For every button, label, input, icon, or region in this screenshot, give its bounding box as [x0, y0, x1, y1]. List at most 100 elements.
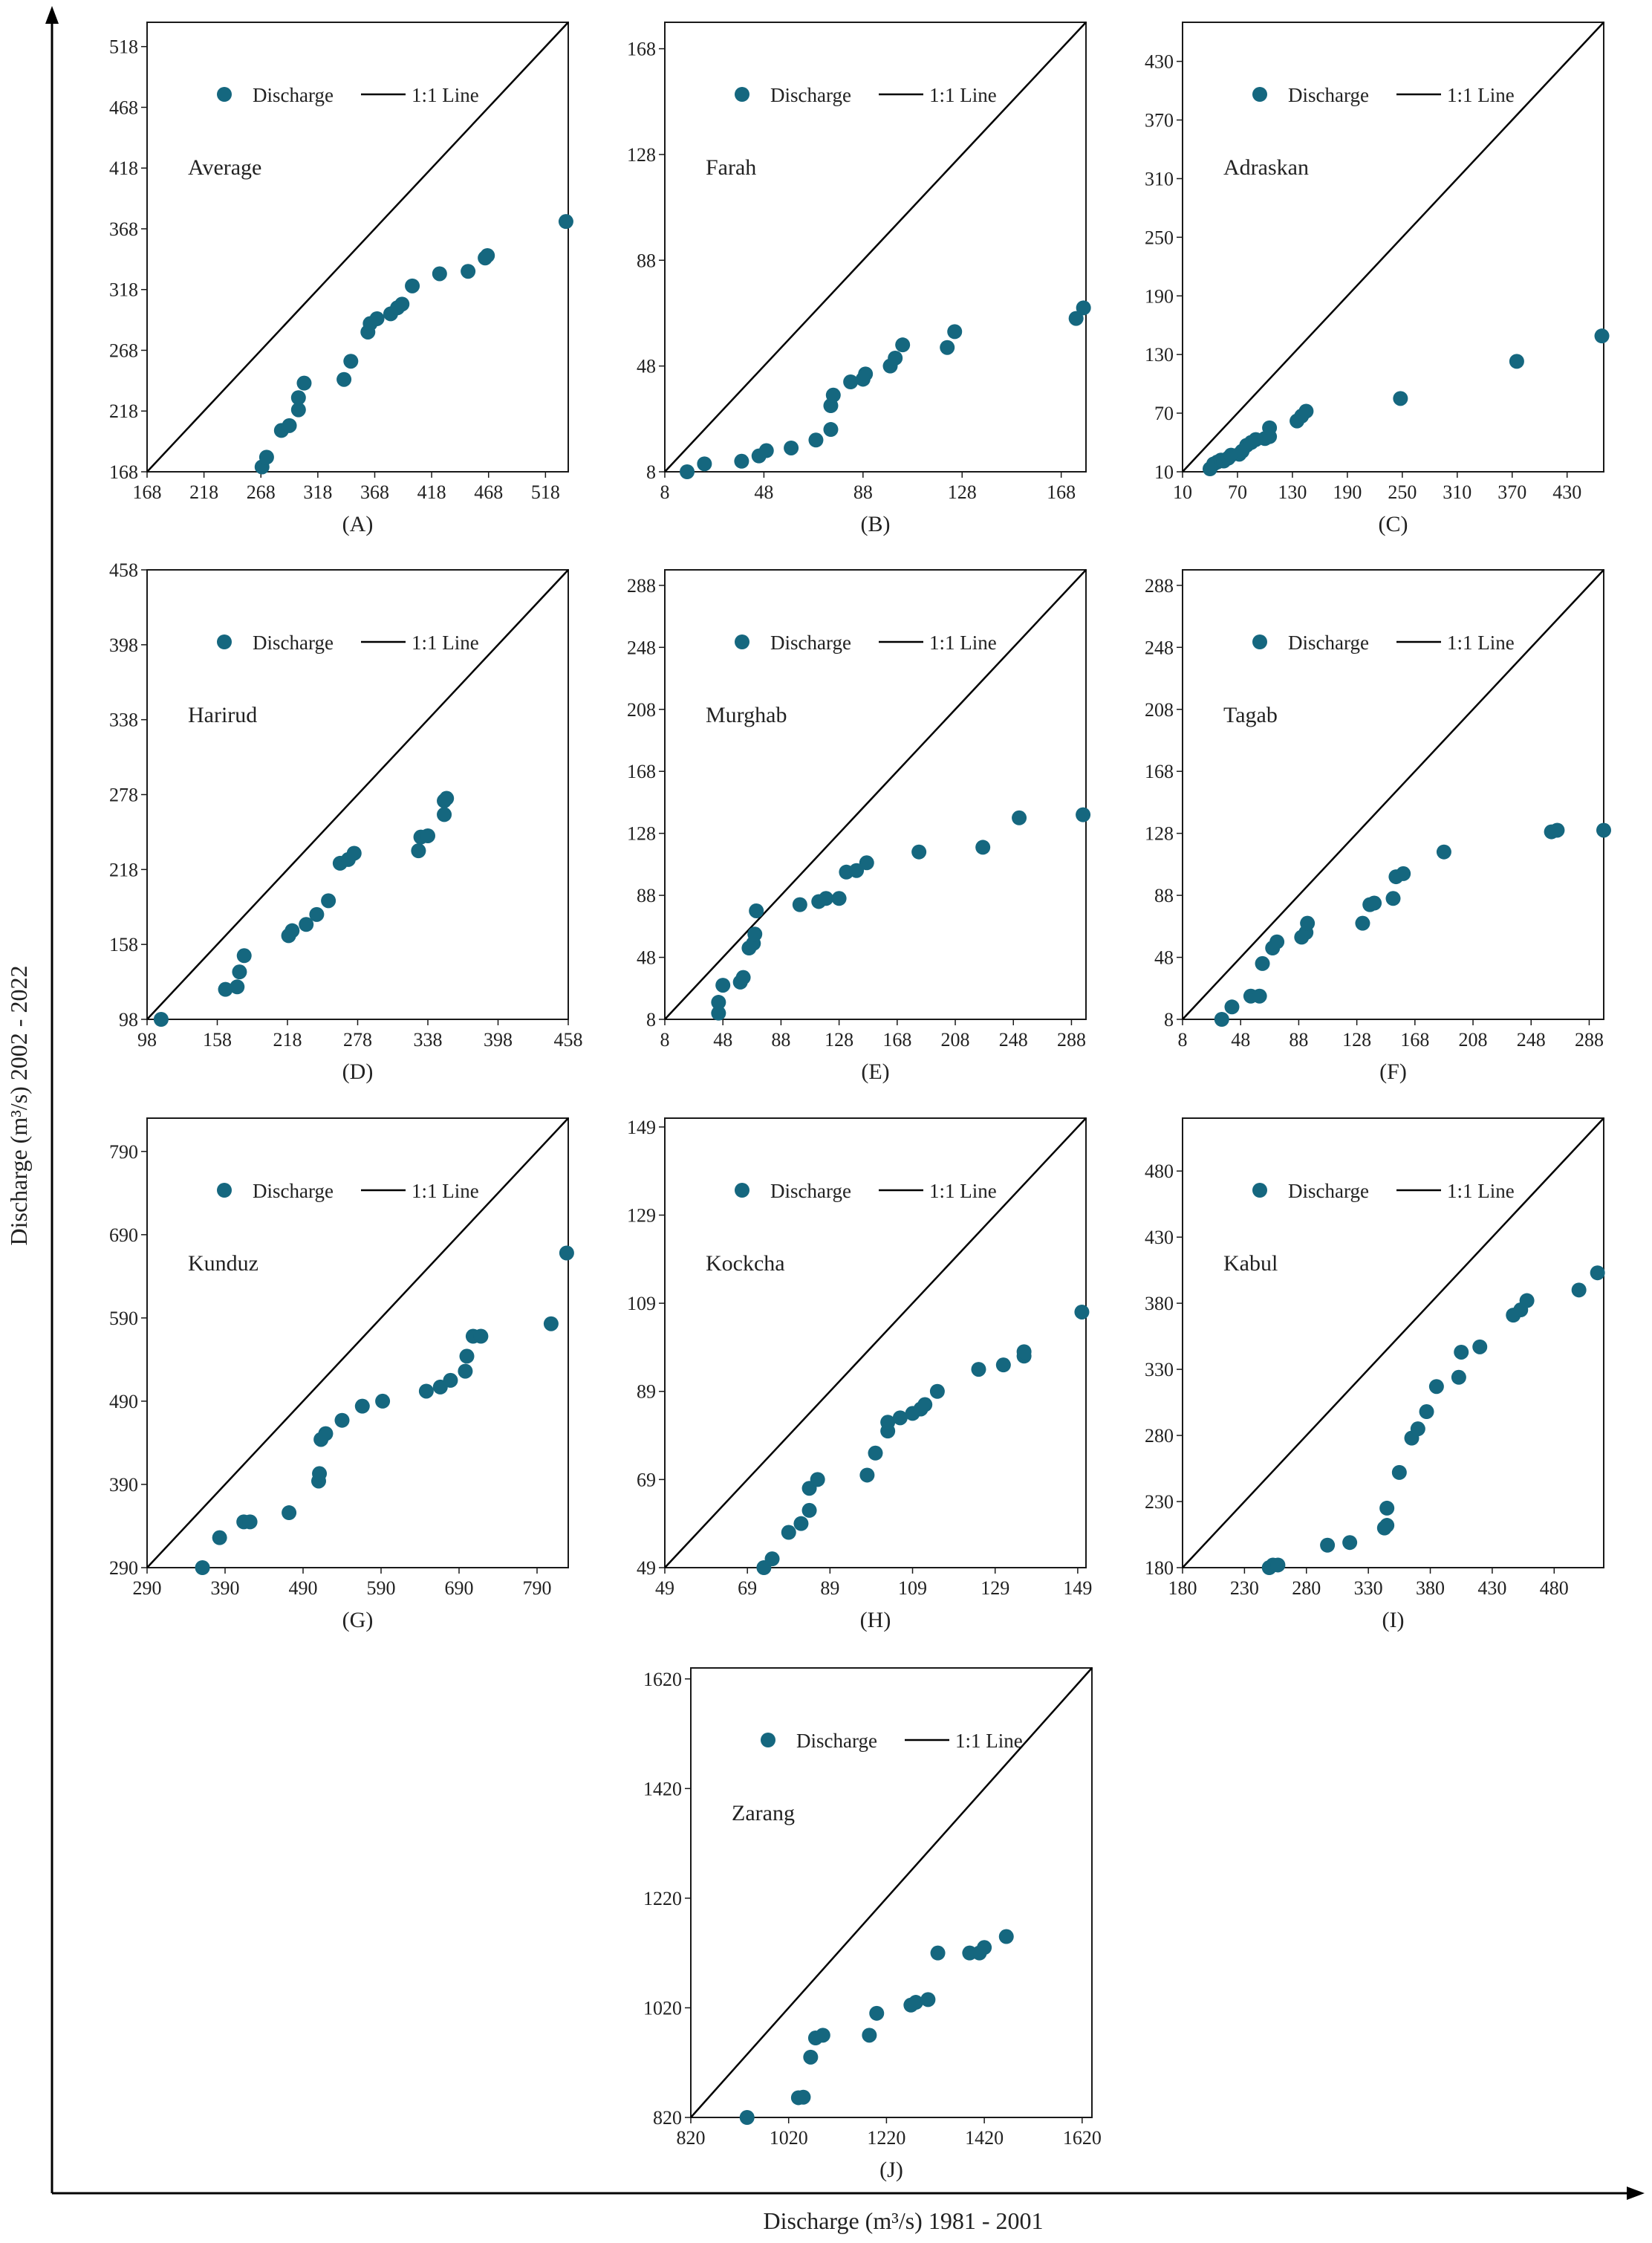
data-point — [784, 440, 799, 455]
panel-h-y-tick-label: 109 — [627, 1293, 656, 1314]
panel-f-x-tick-label: 168 — [1400, 1029, 1429, 1051]
data-point — [825, 387, 841, 403]
data-point — [242, 1514, 258, 1530]
data-point — [1012, 810, 1027, 825]
panel-g-label: (G) — [342, 1608, 374, 1632]
legend-label-one-to-one: 1:1 Line — [412, 632, 479, 654]
data-point — [375, 1393, 391, 1409]
legend-label-one-to-one: 1:1 Line — [1447, 84, 1515, 106]
data-point — [801, 1502, 817, 1518]
panel-j-name: Zarang — [732, 1801, 795, 1825]
panel-h-y-tick-label: 89 — [637, 1381, 656, 1403]
panel-e-y-tick-label: 288 — [627, 575, 656, 597]
legend-label-one-to-one: 1:1 Line — [955, 1730, 1023, 1752]
data-point — [218, 981, 233, 997]
panel-f-y-tick-label: 168 — [1145, 761, 1174, 782]
panel-c-x-tick-label: 70 — [1228, 481, 1247, 503]
panel-a-y-tick-label: 518 — [109, 36, 138, 58]
data-point — [734, 453, 749, 469]
data-point — [543, 1316, 559, 1331]
data-point — [758, 443, 774, 458]
data-point — [1549, 822, 1565, 838]
legend-marker-discharge — [1252, 1183, 1267, 1198]
panel-d-x-tick-label: 158 — [203, 1029, 232, 1051]
data-point — [232, 964, 247, 980]
panel-b-name: Farah — [706, 155, 756, 180]
data-point — [796, 2089, 811, 2105]
panel-d-name: Harirud — [188, 703, 257, 727]
data-point — [432, 266, 447, 282]
panel-e-one-to-one-line — [664, 569, 1087, 1020]
panel-j-x-tick-label: 1620 — [1063, 2127, 1102, 2149]
data-point — [1419, 1404, 1434, 1420]
data-point — [336, 371, 352, 387]
legend-marker-discharge — [735, 87, 749, 102]
legend-label-discharge: Discharge — [1288, 1180, 1369, 1202]
data-point — [819, 891, 834, 906]
panel-b-y-tick-label: 48 — [637, 356, 656, 377]
panel-b-x-tick-label: 128 — [948, 481, 977, 503]
panel-f: 8848488888128128168168208208248248288288… — [1145, 569, 1611, 1084]
panel-g-x-tick-label: 790 — [523, 1577, 552, 1599]
panel-e-x-tick-label: 8 — [660, 1029, 670, 1051]
data-point — [1590, 1265, 1605, 1281]
panel-a-y-tick-label: 268 — [109, 340, 138, 361]
data-point — [405, 278, 420, 293]
data-point — [284, 923, 300, 938]
panel-h-x-tick-label: 89 — [820, 1577, 839, 1599]
panel-c-y-tick-label: 370 — [1145, 110, 1174, 132]
data-point — [1451, 1369, 1466, 1385]
panel-h-x-tick-label: 149 — [1063, 1577, 1092, 1599]
data-point — [321, 893, 336, 909]
data-point — [823, 422, 839, 438]
panel-a-x-tick-label: 468 — [474, 481, 503, 503]
panel-f-x-tick-label: 248 — [1517, 1029, 1546, 1051]
data-point — [1076, 807, 1091, 822]
panel-g-name: Kunduz — [188, 1251, 258, 1276]
panel-j-x-tick-label: 1220 — [867, 2127, 905, 2149]
legend-label-discharge: Discharge — [770, 1180, 851, 1202]
y-axis-title: Discharge (m³/s) 2002 - 2022 — [5, 966, 32, 1246]
data-point — [1224, 999, 1240, 1015]
data-point — [394, 296, 410, 312]
data-point — [680, 464, 695, 479]
data-point — [781, 1525, 796, 1540]
panel-b-y-tick-label: 128 — [627, 144, 656, 166]
panel-f-x-tick-label: 48 — [1231, 1029, 1250, 1051]
panel-i-x-tick-label: 380 — [1416, 1577, 1445, 1599]
panel-i-x-tick-label: 480 — [1540, 1577, 1569, 1599]
data-point — [334, 1412, 350, 1428]
panel-d-x-tick-label: 398 — [484, 1029, 513, 1051]
panel-d-y-tick-label: 338 — [109, 710, 138, 731]
panel-h-y-tick-label: 149 — [627, 1117, 656, 1138]
outer-x-axis-arrow — [1627, 2187, 1645, 2200]
legend-label-discharge: Discharge — [1288, 84, 1369, 106]
panel-e-x-tick-label: 248 — [999, 1029, 1028, 1051]
panel-c-one-to-one-line — [1182, 22, 1604, 473]
panel-e-x-tick-label: 208 — [941, 1029, 970, 1051]
data-point — [735, 970, 751, 985]
data-point — [1300, 915, 1316, 931]
data-point — [437, 807, 452, 822]
data-point — [480, 247, 495, 263]
legend-label-discharge: Discharge — [253, 84, 334, 106]
legend-marker-discharge — [735, 634, 749, 649]
panel-a-y-tick-label: 368 — [109, 218, 138, 240]
panel-h-one-to-one-line — [664, 1117, 1087, 1568]
panel-a-name: Average — [188, 155, 261, 180]
panel-d-y-tick-label: 458 — [109, 559, 138, 581]
panel-h-x-tick-label: 49 — [655, 1577, 674, 1599]
panel-j-y-tick-label: 820 — [653, 2107, 682, 2129]
panel-c-y-tick-label: 190 — [1145, 285, 1174, 307]
panel-b-y-tick-label: 88 — [637, 250, 656, 271]
legend-marker-discharge — [761, 1733, 775, 1747]
panel-j-x-tick-label: 820 — [677, 2127, 706, 2149]
data-point — [711, 995, 726, 1010]
panel-b-x-tick-label: 48 — [754, 481, 773, 503]
data-point — [296, 375, 312, 391]
panel-b-frame — [664, 22, 1087, 473]
panel-i-one-to-one-line — [1182, 1117, 1604, 1568]
